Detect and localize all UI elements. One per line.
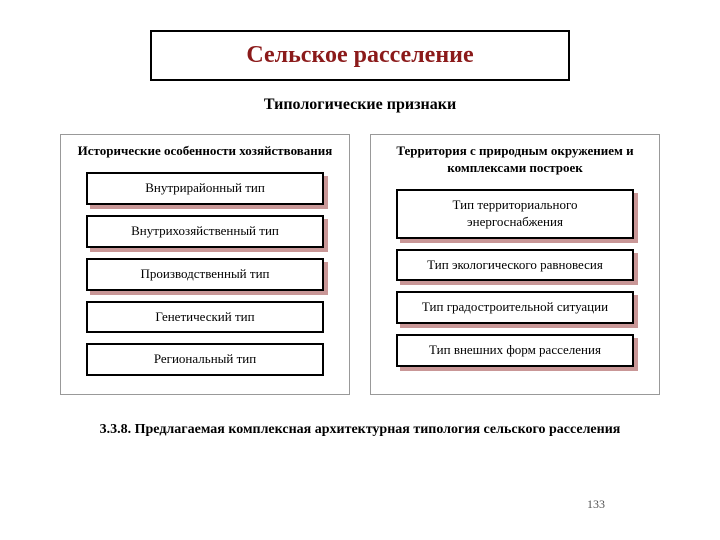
left-item: Внутрирайонный тип: [86, 172, 324, 205]
left-items: Внутрирайонный тип Внутрихозяйственный ти…: [71, 172, 339, 376]
left-item: Региональный тип: [86, 343, 324, 376]
title-box: Сельское расселение: [150, 30, 570, 81]
right-item: Тип территориального энергоснабжения: [396, 189, 634, 239]
right-column-header: Территория с природным окружением и комп…: [381, 143, 649, 177]
caption: 3.3.8. Предлагаемая комплексная архитект…: [50, 420, 670, 440]
right-item: Тип внешних форм расселения: [396, 334, 634, 367]
left-item: Производственный тип: [86, 258, 324, 291]
left-column: Исторические особенности хозяйствования …: [60, 134, 350, 395]
subtitle: Типологические признаки: [50, 96, 670, 114]
page-title: Сельское расселение: [246, 42, 473, 68]
right-items: Тип территориального энергоснабжения Тип …: [381, 189, 649, 367]
page-number: 133: [587, 497, 605, 512]
columns: Исторические особенности хозяйствования …: [50, 134, 670, 395]
left-item: Внутрихозяйственный тип: [86, 215, 324, 248]
left-column-header: Исторические особенности хозяйствования: [71, 143, 339, 160]
left-item: Генетический тип: [86, 301, 324, 334]
right-item: Тип градостроительной ситуации: [396, 291, 634, 324]
right-column: Территория с природным окружением и комп…: [370, 134, 660, 395]
right-item: Тип экологического равновесия: [396, 249, 634, 282]
